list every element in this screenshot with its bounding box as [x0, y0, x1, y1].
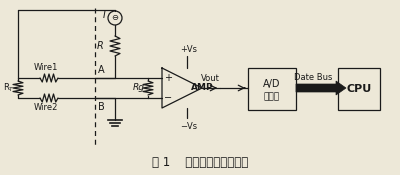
- Text: CPU: CPU: [346, 84, 372, 94]
- Text: AMP: AMP: [191, 83, 214, 93]
- Bar: [338, 68, 380, 110]
- Text: ⊖: ⊖: [112, 13, 118, 23]
- Text: 图 1    两线制电阻测量电路: 图 1 两线制电阻测量电路: [152, 156, 248, 170]
- Text: −: −: [164, 93, 172, 103]
- Text: Wire2: Wire2: [34, 103, 58, 112]
- FancyArrow shape: [296, 81, 346, 95]
- Text: Vout: Vout: [200, 74, 220, 83]
- Text: A/D: A/D: [263, 79, 281, 89]
- Text: Wire1: Wire1: [34, 63, 58, 72]
- Text: B: B: [98, 102, 105, 112]
- Text: Date Bus: Date Bus: [294, 72, 332, 82]
- Text: A: A: [98, 65, 105, 75]
- Text: +: +: [164, 73, 172, 83]
- Text: I: I: [103, 10, 106, 20]
- Text: R$_T$: R$_T$: [3, 82, 15, 94]
- Text: Rg: Rg: [133, 83, 145, 93]
- Bar: [248, 68, 296, 110]
- Text: 转换器: 转换器: [264, 92, 280, 101]
- Text: −Vs: −Vs: [180, 122, 198, 131]
- Text: R: R: [96, 41, 103, 51]
- Text: +Vs: +Vs: [180, 45, 198, 54]
